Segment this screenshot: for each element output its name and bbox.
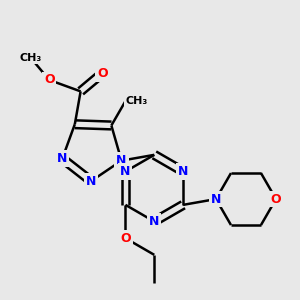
Text: O: O [97,67,108,80]
Text: N: N [178,165,188,178]
Text: O: O [271,193,281,206]
Text: CH₃: CH₃ [20,53,42,63]
Text: N: N [86,175,96,188]
Text: N: N [211,193,221,206]
Text: N: N [120,165,130,178]
Text: CH₃: CH₃ [125,96,148,106]
Text: O: O [44,74,55,86]
Text: N: N [57,152,68,165]
Text: O: O [120,232,131,245]
Text: N: N [116,154,127,167]
Text: N: N [149,215,160,228]
